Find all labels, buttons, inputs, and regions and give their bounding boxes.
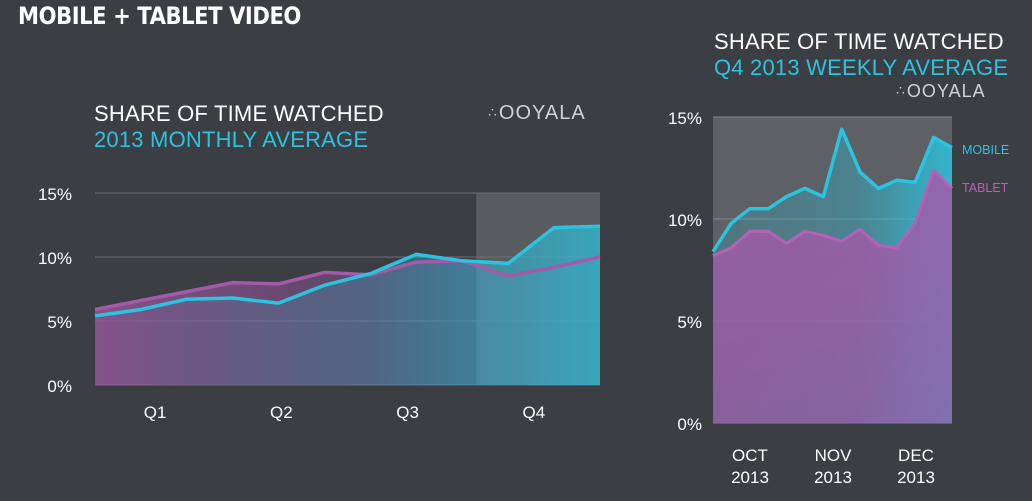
x-tick-label-year: 2013 — [731, 468, 769, 487]
x-tick-label: Q2 — [270, 403, 293, 422]
legend-tablet-label: TABLET — [962, 181, 1009, 195]
y-tick-label: 0% — [677, 415, 702, 434]
y-tick-label: 10% — [38, 249, 72, 268]
x-tick-label-month: NOV — [815, 446, 853, 465]
ooyala-logo: ∴ OOYALA — [488, 102, 586, 125]
ooyala-logo-text: OOYALA — [498, 102, 586, 124]
x-tick-label: Q3 — [396, 403, 419, 422]
monthly-chart-subtitle: 2013 MONTHLY AVERAGE — [94, 127, 369, 152]
ooyala-logo-weekly: ∴ OOYALA — [896, 81, 986, 102]
x-tick-label-year: 2013 — [897, 468, 935, 487]
x-tick-label: Q4 — [523, 403, 546, 422]
weekly-chart-title: SHARE OF TIME WATCHED — [714, 29, 1004, 54]
weekly-chart-subtitle: Q4 2013 WEEKLY AVERAGE — [714, 55, 1009, 80]
legend-mobile-label: MOBILE — [962, 143, 1009, 157]
ooyala-logo-mark-icon: ∴ — [896, 82, 905, 98]
mobile-line — [711, 127, 953, 253]
mobile-line — [94, 224, 601, 318]
ooyala-logo-mark-icon: ∴ — [488, 104, 497, 120]
tablet-line — [94, 255, 601, 312]
y-tick-label: 0% — [47, 377, 72, 396]
monthly-chart-title: SHARE OF TIME WATCHED — [94, 101, 384, 126]
x-tick-label: Q1 — [144, 403, 167, 422]
tablet-line — [712, 168, 954, 258]
y-tick-label: 10% — [668, 211, 702, 230]
page-title: MOBILE + TABLET VIDEO — [18, 2, 301, 30]
y-tick-label: 5% — [47, 313, 72, 332]
x-tick-label-month: OCT — [732, 446, 768, 465]
y-tick-label: 15% — [38, 185, 72, 204]
y-tick-label: 5% — [677, 313, 702, 332]
ooyala-logo-text: OOYALA — [906, 81, 986, 101]
tablet-area — [713, 170, 952, 423]
x-tick-label-year: 2013 — [814, 468, 852, 487]
y-tick-label: 15% — [668, 109, 702, 128]
x-tick-label-month: DEC — [898, 446, 934, 465]
